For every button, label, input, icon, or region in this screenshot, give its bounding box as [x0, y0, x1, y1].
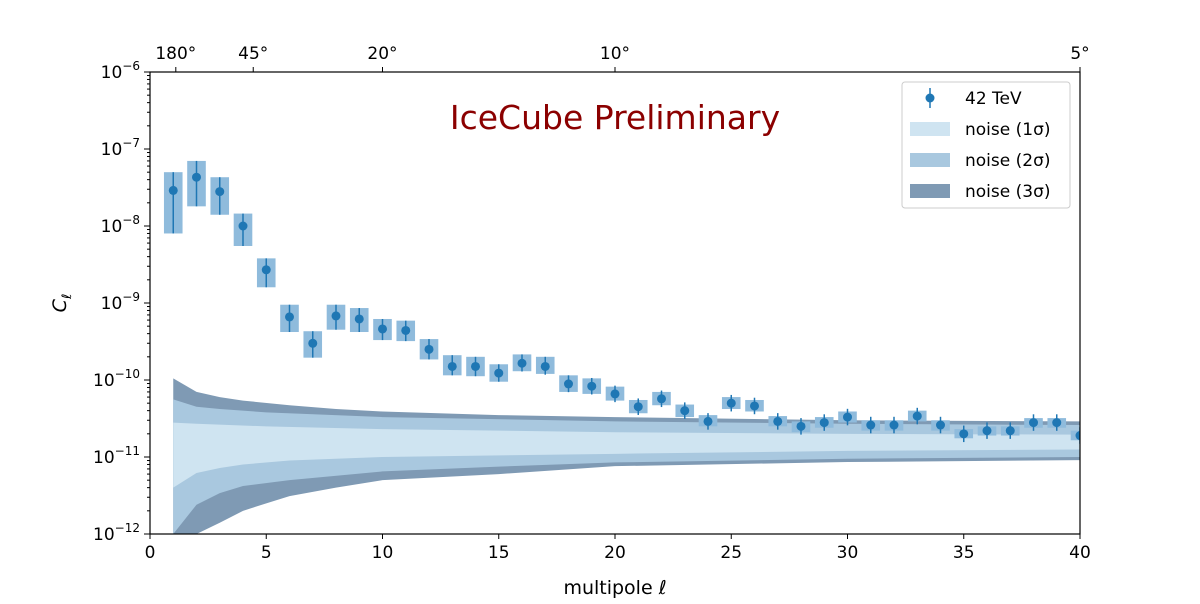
data-point [866, 420, 876, 430]
data-point [1005, 426, 1015, 436]
x-tick-label: 0 [145, 543, 156, 563]
y-tick-label: 10−9 [101, 290, 140, 314]
y-tick-exponent: −12 [115, 521, 140, 535]
x-axis-label: multipole ℓ [563, 577, 666, 599]
y-tick-exponent: −9 [122, 290, 140, 304]
data-points [168, 160, 1080, 444]
data-point [517, 358, 527, 368]
data-point [354, 314, 364, 324]
y-tick-base: 10 [101, 63, 123, 83]
y-tick-label: 10−10 [93, 367, 140, 391]
top-tick-label: 10° [600, 44, 630, 64]
legend-swatch-band3 [910, 184, 950, 198]
data-point [796, 421, 806, 431]
legend-marker-icon [925, 93, 935, 103]
y-tick-base: 10 [93, 525, 115, 545]
data-point [633, 402, 643, 412]
data-point [285, 312, 294, 322]
data-point [750, 401, 759, 411]
y-tick-base: 10 [101, 140, 123, 160]
y-tick-label: 10−7 [101, 136, 140, 160]
data-point [308, 338, 318, 348]
x-tick-label: 40 [1069, 543, 1091, 563]
error-box [1070, 430, 1080, 441]
y-tick-exponent: −8 [122, 213, 140, 227]
data-point [1075, 431, 1080, 441]
top-tick-label: 180° [155, 44, 196, 64]
data-point [1029, 418, 1038, 428]
legend-label: noise (1σ) [965, 120, 1050, 140]
data-point [540, 361, 550, 371]
noise-bands [173, 378, 1080, 534]
legend: 42 TeV noise (1σ) noise (2σ) noise (3σ) [901, 81, 1071, 209]
data-point [447, 361, 457, 371]
data-point [238, 221, 248, 231]
y-tick-base: 10 [101, 217, 123, 237]
top-tick-label: 5° [1070, 44, 1089, 64]
y-tick-exponent: −11 [115, 444, 140, 458]
data-point [424, 344, 434, 354]
y-axis-label: Cℓ [49, 294, 75, 313]
y-tick-label: 10−8 [101, 213, 140, 237]
data-point [378, 324, 387, 334]
y-tick-base: 10 [93, 371, 115, 391]
y-tick-label: 10−11 [93, 444, 140, 468]
data-point [773, 416, 783, 426]
data-point [703, 416, 713, 426]
y-tick-base: 10 [101, 294, 123, 314]
data-point [657, 394, 666, 404]
y-tick-exponent: −7 [122, 136, 140, 150]
y-axis-label-sub: ℓ [60, 294, 75, 300]
data-point [215, 187, 225, 197]
data-point [1052, 418, 1062, 428]
data-point [192, 172, 201, 182]
data-point [843, 412, 852, 422]
svg-text:Cℓ: Cℓ [49, 294, 75, 313]
top-tick-label: 20° [367, 44, 397, 64]
data-point [680, 406, 690, 416]
legend-label: noise (3σ) [965, 182, 1050, 202]
legend-swatch-band1 [910, 122, 950, 136]
noise-band-band1 [173, 422, 1080, 488]
data-point [401, 325, 411, 335]
y-tick-base: 10 [93, 448, 115, 468]
y-axis-label-main: C [49, 298, 71, 312]
data-point [261, 265, 271, 275]
data-point [889, 420, 899, 430]
data-point [819, 418, 829, 428]
y-tick-label: 10−6 [101, 59, 140, 83]
data-point [471, 361, 480, 371]
data-point [726, 398, 736, 408]
data-point [936, 420, 945, 430]
x-tick-label: 35 [953, 543, 975, 563]
y-tick-exponent: −10 [115, 367, 140, 381]
legend-swatch-band2 [910, 153, 950, 167]
legend-label: 42 TeV [965, 89, 1022, 109]
x-tick-label: 30 [837, 543, 859, 563]
legend-label: noise (2σ) [965, 151, 1050, 171]
x-tick-label: 10 [372, 543, 394, 563]
data-point [610, 389, 620, 399]
x-tick-label: 5 [261, 543, 272, 563]
data-point [564, 379, 573, 389]
chart-title: IceCube Preliminary [450, 98, 780, 137]
y-tick-label: 10−12 [93, 521, 140, 545]
data-point [912, 411, 922, 421]
x-tick-label: 25 [720, 543, 742, 563]
data-point [982, 426, 992, 436]
data-point [959, 429, 969, 439]
data-point [494, 368, 504, 378]
data-point [587, 381, 597, 391]
y-tick-exponent: −6 [122, 59, 140, 73]
data-point [331, 311, 341, 321]
x-tick-label: 20 [604, 543, 626, 563]
x-tick-label: 15 [488, 543, 510, 563]
top-tick-label: 45° [238, 44, 268, 64]
data-point [168, 185, 178, 195]
